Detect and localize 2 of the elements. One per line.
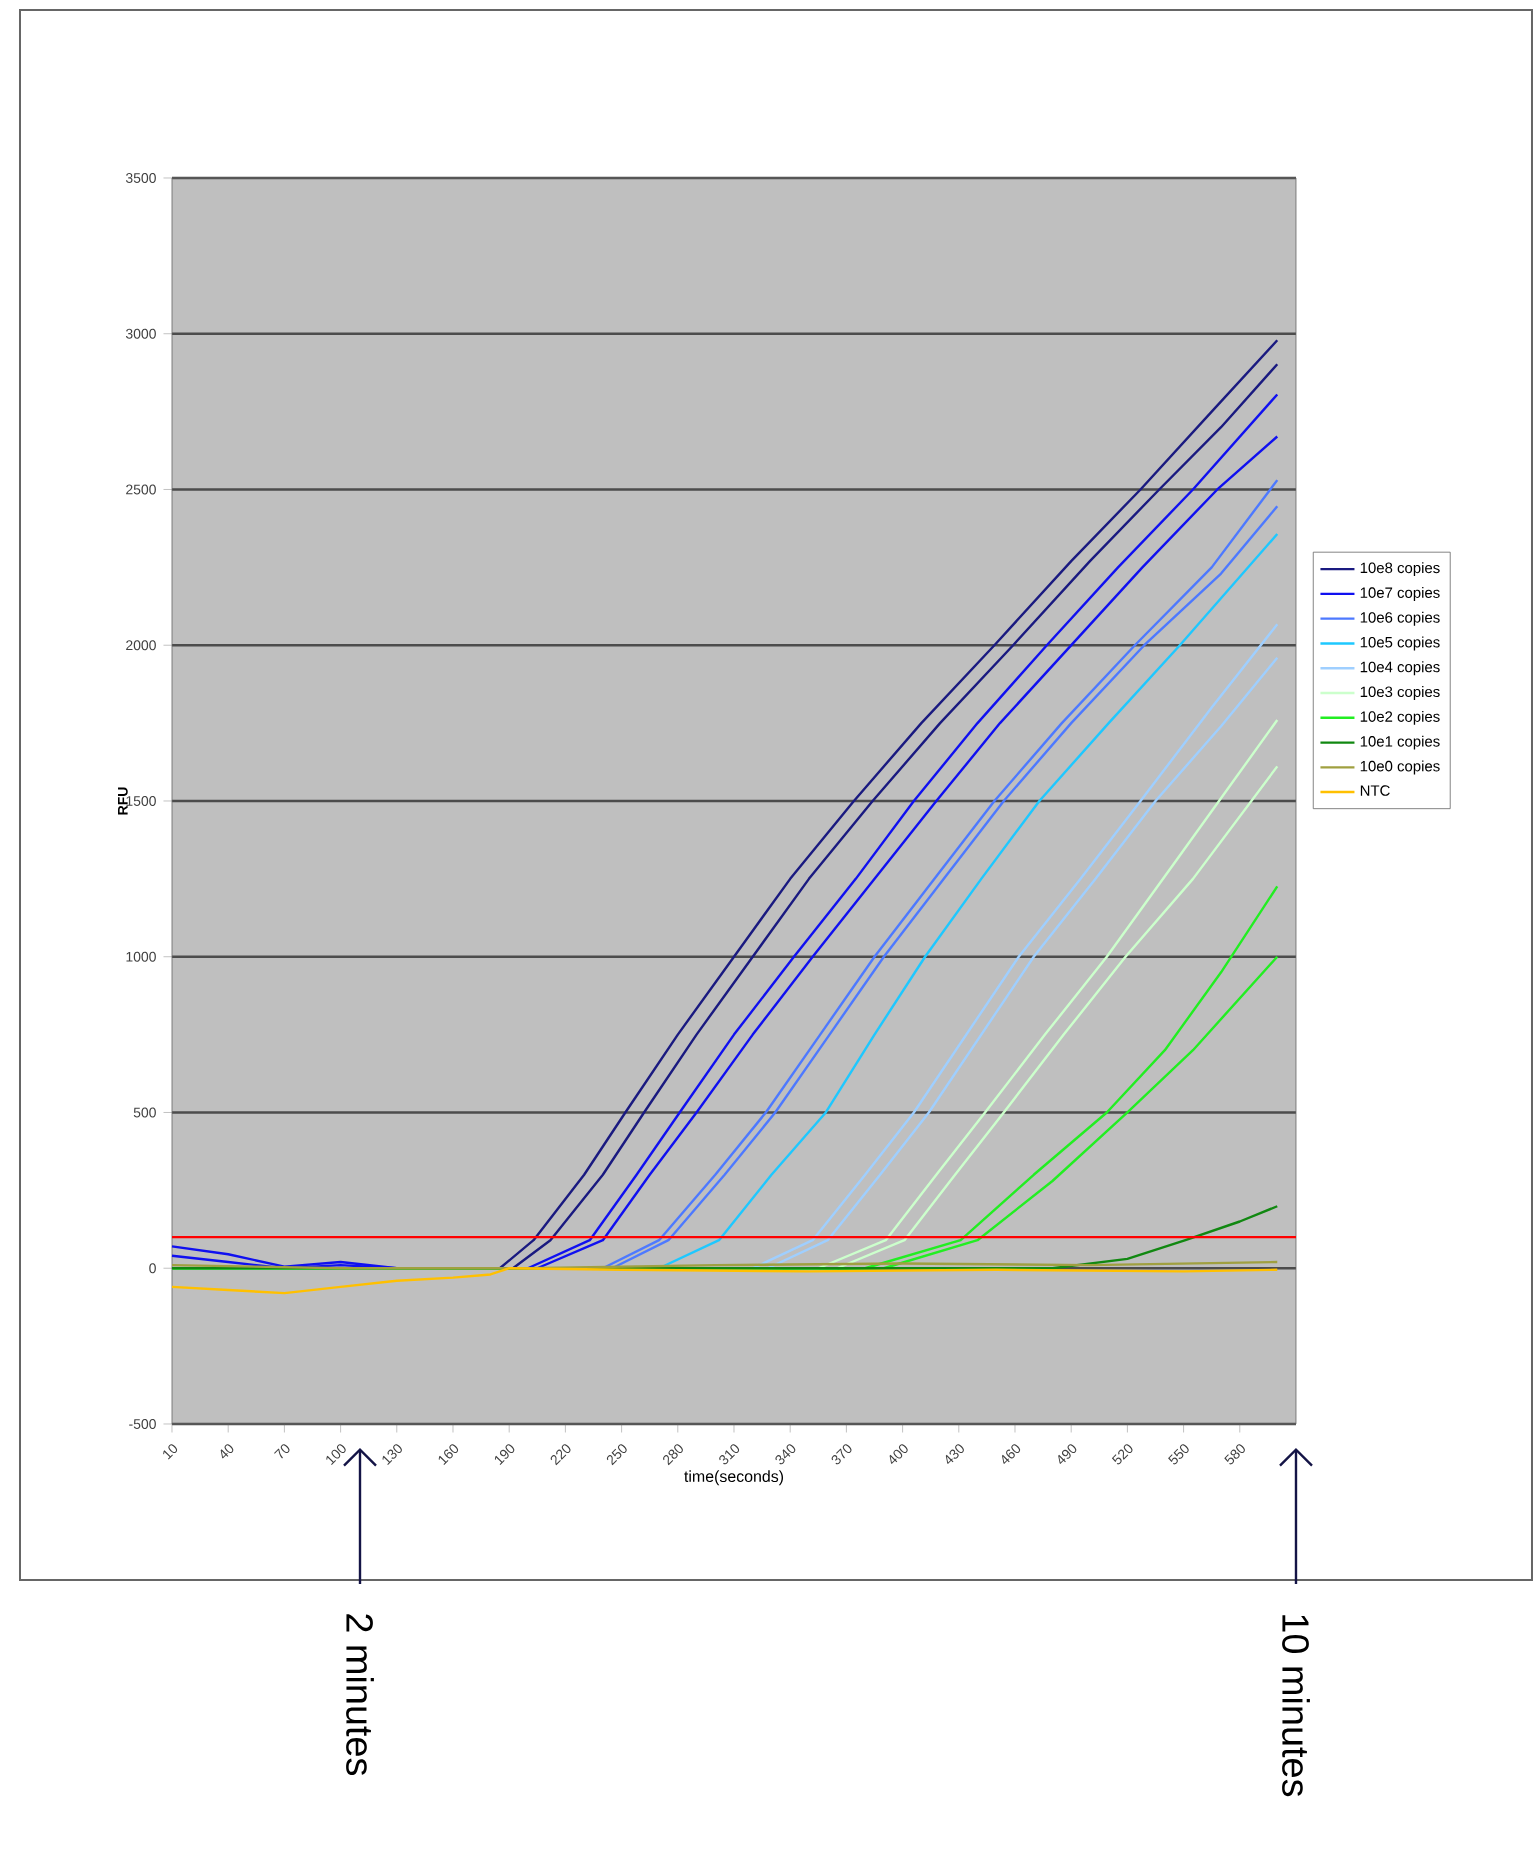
text: 10 minutes — [1282, 1615, 1310, 1797]
text: 2 minutes — [346, 1614, 374, 1776]
